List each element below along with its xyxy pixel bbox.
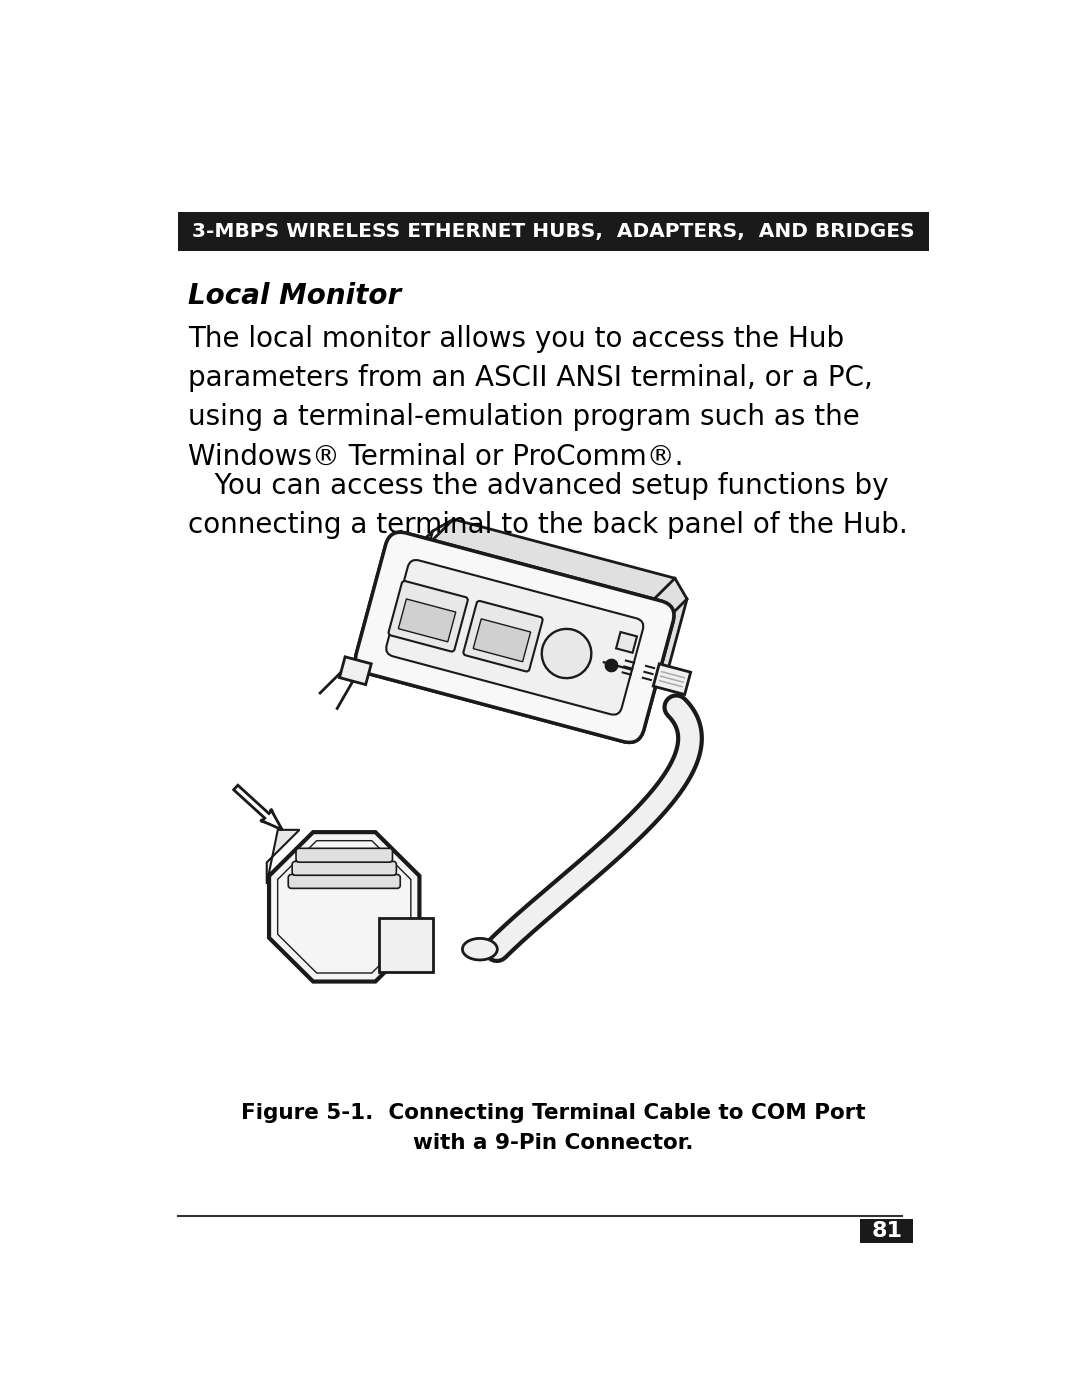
- Polygon shape: [267, 830, 299, 884]
- FancyBboxPatch shape: [355, 532, 674, 742]
- Text: You can access the advanced setup functions by
connecting a terminal to the back: You can access the advanced setup functi…: [188, 472, 907, 539]
- Bar: [379, 918, 433, 972]
- Bar: [603, 661, 633, 671]
- Bar: [177, 212, 930, 251]
- Bar: [616, 631, 637, 652]
- Ellipse shape: [462, 939, 497, 960]
- FancyBboxPatch shape: [296, 848, 392, 862]
- FancyBboxPatch shape: [399, 599, 456, 641]
- FancyBboxPatch shape: [389, 581, 468, 651]
- FancyBboxPatch shape: [473, 619, 530, 662]
- Bar: [339, 657, 372, 685]
- Bar: [661, 671, 686, 679]
- Text: Local Monitor: Local Monitor: [188, 282, 401, 310]
- Circle shape: [605, 659, 618, 672]
- FancyBboxPatch shape: [288, 875, 401, 888]
- Text: Figure 5-1.  Connecting Terminal Cable to COM Port
with a 9-Pin Connector.: Figure 5-1. Connecting Terminal Cable to…: [241, 1104, 866, 1153]
- Text: 81: 81: [872, 1221, 902, 1241]
- Bar: [861, 1218, 913, 1243]
- Bar: [653, 664, 691, 694]
- Polygon shape: [269, 833, 419, 982]
- FancyBboxPatch shape: [355, 532, 674, 742]
- FancyBboxPatch shape: [463, 601, 542, 672]
- Bar: [659, 680, 683, 687]
- Text: The local monitor allows you to access the Hub
parameters from an ASCII ANSI ter: The local monitor allows you to access t…: [188, 326, 873, 471]
- FancyBboxPatch shape: [387, 560, 644, 715]
- Text: 3-MBPS WIRELESS ETHERNET HUBS,  ADAPTERS,  AND BRIDGES: 3-MBPS WIRELESS ETHERNET HUBS, ADAPTERS,…: [192, 222, 915, 242]
- Polygon shape: [377, 520, 687, 721]
- Polygon shape: [233, 785, 282, 830]
- FancyBboxPatch shape: [292, 862, 396, 876]
- Circle shape: [542, 629, 592, 678]
- Bar: [660, 675, 684, 683]
